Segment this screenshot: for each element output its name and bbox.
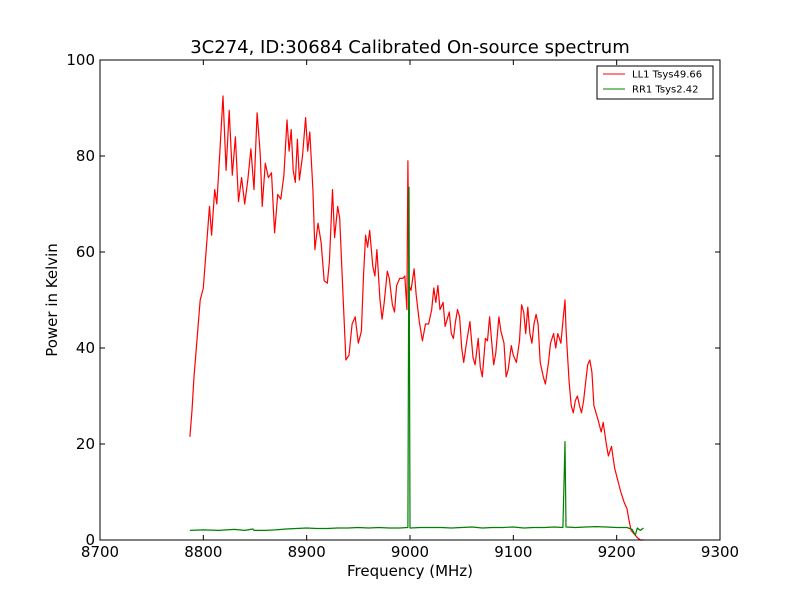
x-tick-label: 9000	[391, 543, 429, 561]
x-tick-label: 8700	[81, 543, 119, 561]
legend: LL1 Tsys49.66 RR1 Tsys2.42	[596, 65, 714, 100]
x-tick-label: 8900	[288, 543, 326, 561]
y-tick-label: 80	[76, 147, 95, 165]
axis-ticks: 8700 8800 8900 9000 9100 9200 9300 0 20 40 60 80 100	[66, 51, 739, 561]
y-tick-label: 40	[76, 339, 95, 357]
y-tick-label: 20	[76, 435, 95, 453]
x-axis-label: Frequency (MHz)	[347, 562, 473, 580]
legend-label-rr1: RR1 Tsys2.42	[632, 85, 699, 96]
x-tick-label: 8800	[184, 543, 222, 561]
y-tick-label: 0	[85, 531, 95, 549]
y-axis-label: Power in Kelvin	[43, 243, 61, 357]
plot-lines	[189, 95, 644, 541]
legend-label-ll1: LL1 Tsys49.66	[632, 70, 702, 81]
series-line-ll1	[189, 95, 644, 541]
x-tick-label: 9100	[494, 543, 532, 561]
x-tick-label: 9300	[701, 543, 739, 561]
legend-box	[596, 65, 714, 100]
y-tick-label: 60	[76, 243, 95, 261]
series-line-rr1	[189, 186, 644, 536]
chart-title: 3C274, ID:30684 Calibrated On-source spe…	[190, 37, 630, 58]
x-tick-label: 9200	[598, 543, 636, 561]
y-tick-label: 100	[66, 51, 95, 69]
